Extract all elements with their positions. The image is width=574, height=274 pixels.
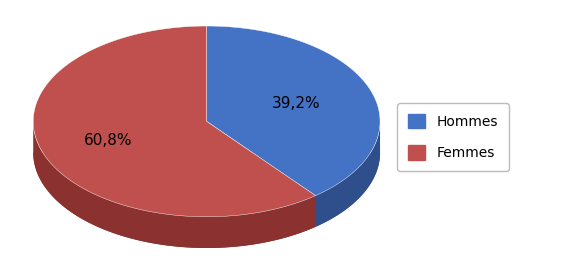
Polygon shape [207, 153, 380, 227]
Polygon shape [33, 26, 316, 217]
Polygon shape [316, 122, 380, 227]
Polygon shape [33, 121, 316, 248]
Polygon shape [33, 152, 316, 248]
Polygon shape [207, 26, 380, 196]
Text: 60,8%: 60,8% [84, 133, 133, 148]
Text: 39,2%: 39,2% [272, 96, 321, 112]
Legend: Hommes, Femmes: Hommes, Femmes [397, 103, 509, 171]
